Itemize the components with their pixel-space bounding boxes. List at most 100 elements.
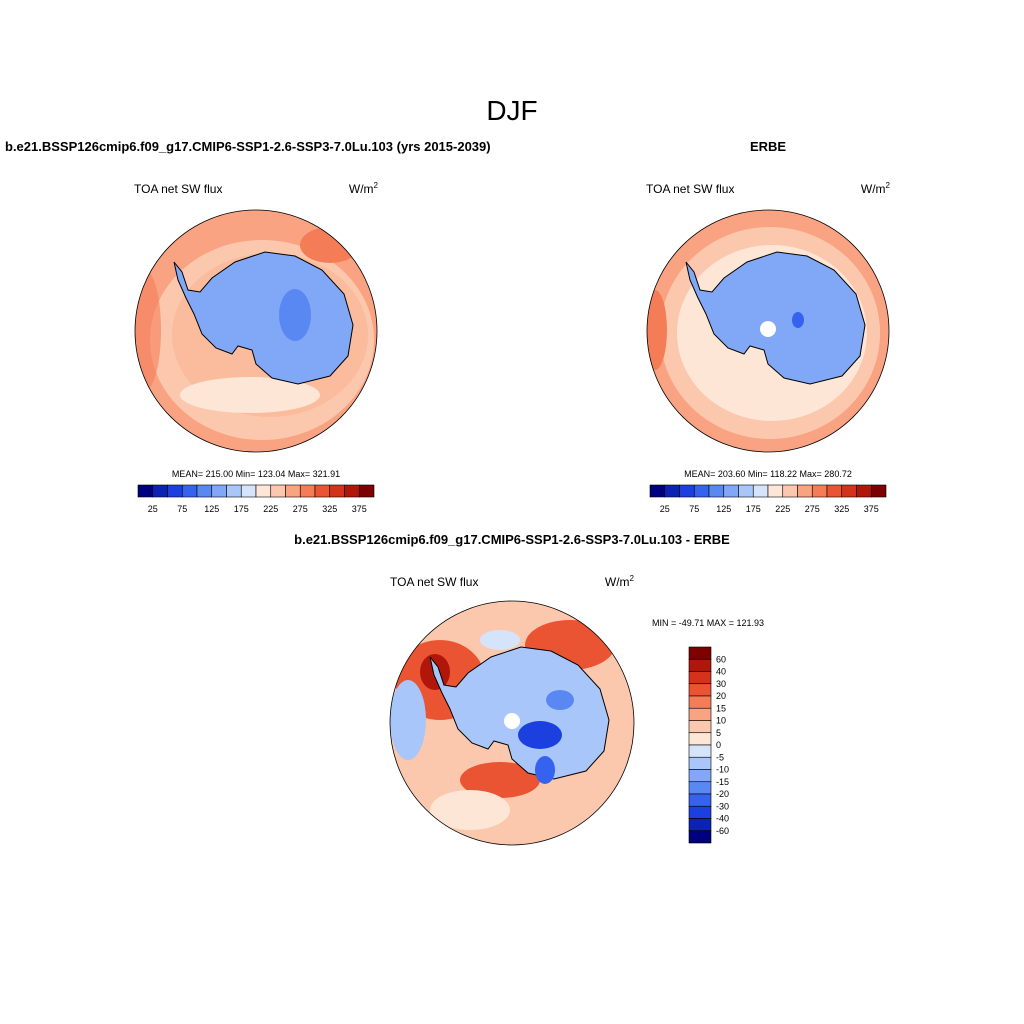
units-exp: 2 (374, 181, 379, 190)
colorbar-label: -15 (716, 777, 729, 787)
colorbar-box (679, 484, 695, 498)
colorbar-box (211, 484, 227, 498)
colorbar-label: 125 (716, 504, 731, 514)
colorbar-box (649, 484, 666, 498)
colorbar-box (688, 646, 712, 660)
colorbar-box (167, 484, 183, 498)
colorbar-box (285, 484, 301, 498)
colorbar-box (752, 484, 769, 498)
colorbar-box (688, 707, 712, 721)
colorbar-box (196, 484, 213, 498)
colorbar-box (708, 484, 725, 498)
variable-name: TOA net SW flux (390, 575, 478, 589)
colorbar-label: 275 (293, 504, 308, 514)
colorbar-box (688, 769, 712, 783)
colorbar-box (688, 781, 712, 795)
colorbar-box (723, 484, 739, 498)
colorbar-box (152, 484, 168, 498)
colorbar-label: 40 (716, 667, 726, 677)
colorbar-box (738, 484, 754, 498)
colorbar-label: 15 (716, 703, 726, 713)
colorbar-box (870, 484, 887, 498)
colorbar-box (693, 484, 710, 498)
colorbar-label: -30 (716, 801, 729, 811)
colorbar-box (797, 484, 813, 498)
colorbar-label: 20 (716, 691, 726, 701)
map (390, 601, 634, 845)
colorbar-box (856, 484, 872, 498)
colorbar-label: 225 (263, 504, 278, 514)
colorbar-label: 175 (746, 504, 761, 514)
units: W/m2 (605, 574, 635, 589)
map (647, 210, 889, 452)
units-base: W/m (349, 182, 374, 196)
colorbar-box (358, 484, 375, 498)
colorbar-label: 75 (177, 504, 187, 514)
colorbar-box (688, 671, 712, 685)
colorbar-box (688, 744, 712, 758)
map-border (134, 209, 378, 453)
colorbar-box (688, 720, 712, 734)
colorbar-box (255, 484, 272, 498)
colorbar-label: 375 (864, 504, 879, 514)
colorbar-box (329, 484, 345, 498)
colorbar-label: 30 (716, 679, 726, 689)
colorbar-box (811, 484, 828, 498)
units: W/m2 (861, 181, 891, 196)
map (135, 210, 377, 452)
units-exp: 2 (886, 181, 891, 190)
variable-name: TOA net SW flux (646, 182, 734, 196)
colorbar-label: 325 (834, 504, 849, 514)
colorbar-label: 60 (716, 654, 726, 664)
colorbar-box (314, 484, 331, 498)
panel-title: ERBE (750, 139, 786, 154)
colorbar-label: 5 (716, 728, 721, 738)
colorbar-box (826, 484, 843, 498)
colorbar-box (688, 830, 712, 844)
stats: MEAN= 215.00 Min= 123.04 Max= 321.91 (172, 469, 340, 479)
stats: MEAN= 203.60 Min= 118.22 Max= 280.72 (684, 469, 852, 479)
colorbar-box (688, 683, 712, 697)
colorbar-box (270, 484, 286, 498)
colorbar-box (344, 484, 360, 498)
figure-title: DJF (486, 95, 537, 126)
panel-title: b.e21.BSSP126cmip6.f09_g17.CMIP6-SSP1-2.… (5, 139, 491, 154)
units-base: W/m (605, 575, 630, 589)
colorbar-box (181, 484, 198, 498)
map-border (389, 600, 635, 846)
stats: MIN = -49.71 MAX = 121.93 (652, 618, 764, 628)
colorbar-box (226, 484, 242, 498)
colorbar-label: 0 (716, 740, 721, 750)
colorbar-box (688, 732, 712, 746)
colorbar-label: 75 (689, 504, 699, 514)
colorbar-label: 125 (204, 504, 219, 514)
colorbar-label: -40 (716, 814, 729, 824)
panel-title: b.e21.BSSP126cmip6.f09_g17.CMIP6-SSP1-2.… (294, 532, 730, 547)
colorbar-box (841, 484, 857, 498)
colorbar-box (664, 484, 680, 498)
colorbar-label: 375 (352, 504, 367, 514)
colorbar-box (688, 695, 712, 709)
colorbar-box (688, 818, 712, 832)
colorbar-label: -20 (716, 789, 729, 799)
colorbar-box (299, 484, 316, 498)
map-border (646, 209, 890, 453)
colorbar-box (688, 793, 712, 807)
colorbar-box (688, 805, 712, 819)
colorbar-box (137, 484, 154, 498)
colorbar-label: 175 (234, 504, 249, 514)
colorbar-label: -5 (716, 752, 724, 762)
colorbar-label: 225 (775, 504, 790, 514)
units-exp: 2 (630, 574, 635, 583)
colorbar-label: 25 (660, 504, 670, 514)
colorbar-label: 10 (716, 716, 726, 726)
colorbar-box (688, 756, 712, 770)
variable-name: TOA net SW flux (134, 182, 222, 196)
colorbar-box (767, 484, 784, 498)
colorbar-box (240, 484, 257, 498)
colorbar-box (782, 484, 798, 498)
colorbar-box (688, 658, 712, 672)
units: W/m2 (349, 181, 379, 196)
colorbar-label: 25 (148, 504, 158, 514)
colorbar-label: 325 (322, 504, 337, 514)
